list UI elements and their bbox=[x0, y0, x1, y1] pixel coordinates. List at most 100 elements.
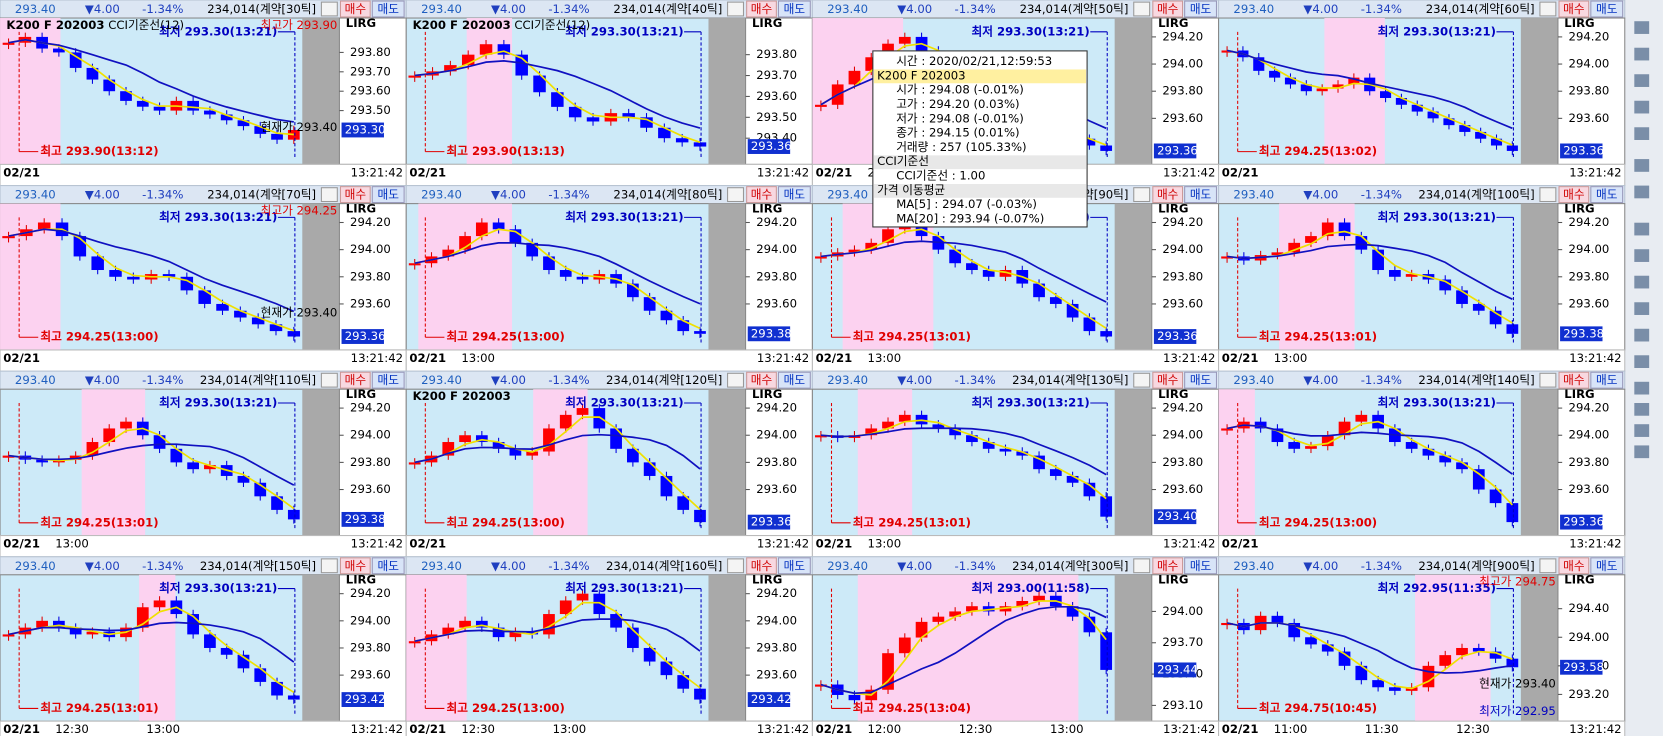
candle bbox=[1049, 297, 1062, 304]
sell-label: 매도 bbox=[784, 559, 806, 573]
time-axis bbox=[405, 535, 813, 558]
buy-button[interactable] bbox=[339, 557, 371, 575]
legend-label: K200 F 202003 bbox=[6, 18, 104, 32]
candle bbox=[1405, 274, 1418, 277]
settings-button[interactable] bbox=[320, 187, 338, 203]
chart-panel: 293.40 ▼4.00 -1.34% 234,014(계약[110틱] 매수 매도LIR… bbox=[0, 370, 407, 558]
sell-button[interactable] bbox=[1590, 557, 1624, 575]
buy-button[interactable] bbox=[746, 557, 777, 575]
candle bbox=[2, 634, 15, 637]
buy-button[interactable] bbox=[746, 186, 777, 204]
buy-button[interactable] bbox=[339, 371, 371, 389]
candle bbox=[815, 104, 827, 107]
buy-button[interactable] bbox=[746, 371, 777, 389]
settings-button[interactable] bbox=[320, 558, 338, 574]
settings-button[interactable] bbox=[1133, 558, 1151, 574]
sell-button[interactable] bbox=[1184, 557, 1217, 575]
candle bbox=[949, 428, 962, 436]
sell-button[interactable] bbox=[1590, 371, 1624, 389]
y-tick-label: 293.60 bbox=[1569, 111, 1610, 125]
buy-button[interactable] bbox=[1558, 0, 1590, 18]
tool-icon[interactable] bbox=[1634, 402, 1650, 416]
settings-button[interactable] bbox=[1133, 187, 1151, 203]
settings-button[interactable] bbox=[1539, 187, 1557, 203]
sell-button[interactable] bbox=[777, 557, 811, 575]
settings-button[interactable] bbox=[320, 372, 338, 388]
tool-icon[interactable] bbox=[1634, 159, 1650, 172]
buy-button[interactable] bbox=[1558, 557, 1590, 575]
settings-button[interactable] bbox=[1133, 372, 1151, 388]
buy-button[interactable] bbox=[1152, 557, 1184, 575]
buy-button[interactable] bbox=[339, 0, 371, 18]
candle bbox=[1066, 606, 1079, 617]
candle bbox=[1288, 242, 1301, 253]
change: ▼4.00 bbox=[491, 188, 526, 202]
tool-icon[interactable] bbox=[1634, 424, 1650, 437]
sell-button[interactable] bbox=[1590, 0, 1624, 18]
sell-button[interactable] bbox=[1590, 186, 1624, 204]
sell-button[interactable] bbox=[777, 371, 811, 389]
chart-panel: 293.40 ▼4.00 -1.34% 234,014(계약[150틱] 매수 매도LIR… bbox=[0, 556, 407, 736]
tool-icon[interactable] bbox=[1634, 222, 1650, 236]
axis-mode: LIRG bbox=[1158, 387, 1188, 401]
sell-button[interactable] bbox=[1184, 186, 1217, 204]
buy-button[interactable] bbox=[1152, 371, 1184, 389]
tool-icon[interactable] bbox=[1634, 74, 1650, 87]
buy-button[interactable] bbox=[1152, 186, 1184, 204]
tool-icon[interactable] bbox=[1634, 249, 1650, 262]
candle bbox=[237, 120, 250, 127]
tool-icon[interactable] bbox=[1634, 127, 1650, 140]
low-annotation: 최저 292.95(11:35) bbox=[1378, 581, 1496, 595]
session-band bbox=[81, 389, 146, 536]
future-band bbox=[708, 18, 746, 165]
tool-icon[interactable] bbox=[1634, 328, 1650, 342]
sell-button[interactable] bbox=[371, 371, 405, 389]
tool-icon[interactable] bbox=[1634, 21, 1650, 34]
chart-panel: 293.40 ▼4.00 -1.34% 234,014(계약[130틱] 매수 매도LIR… bbox=[811, 370, 1220, 558]
candle bbox=[586, 117, 600, 122]
settings-button[interactable] bbox=[727, 187, 745, 203]
date-label: 02/21 bbox=[409, 537, 446, 551]
tool-icon[interactable] bbox=[1634, 445, 1650, 459]
change-pct: -1.34% bbox=[955, 559, 996, 573]
tool-icon[interactable] bbox=[1634, 100, 1650, 114]
legend-label: K200 F 202003 bbox=[413, 18, 511, 32]
buy-button[interactable] bbox=[1152, 0, 1184, 18]
settings-button[interactable] bbox=[727, 1, 745, 17]
sell-button[interactable] bbox=[371, 557, 405, 575]
settings-button[interactable] bbox=[1539, 372, 1557, 388]
buy-button[interactable] bbox=[746, 0, 777, 18]
settings-button[interactable] bbox=[727, 372, 745, 388]
settings-button[interactable] bbox=[1539, 558, 1557, 574]
settings-button[interactable] bbox=[727, 558, 745, 574]
settings-button[interactable] bbox=[1133, 1, 1151, 17]
settings-button[interactable] bbox=[1539, 1, 1557, 17]
settings-button[interactable] bbox=[320, 1, 338, 17]
sell-button[interactable] bbox=[777, 0, 811, 18]
date-label: 02/21 bbox=[409, 722, 446, 736]
candle bbox=[1254, 421, 1267, 429]
clock: 13:21:42 bbox=[1163, 537, 1215, 551]
price-box-label: 293.36 bbox=[751, 515, 792, 529]
candle bbox=[576, 408, 589, 415]
tool-icon[interactable] bbox=[1634, 47, 1650, 61]
tool-icon[interactable] bbox=[1634, 381, 1650, 395]
candle bbox=[1475, 131, 1487, 139]
sell-button[interactable] bbox=[371, 186, 405, 204]
tool-icon[interactable] bbox=[1634, 355, 1650, 368]
buy-label: 매수 bbox=[345, 2, 367, 16]
session-band bbox=[406, 574, 467, 722]
date-label: 02/21 bbox=[1222, 165, 1259, 179]
sell-button[interactable] bbox=[777, 186, 811, 204]
tool-icon[interactable] bbox=[1634, 275, 1650, 289]
tool-icon[interactable] bbox=[1634, 302, 1650, 315]
sell-button[interactable] bbox=[1184, 371, 1217, 389]
buy-button[interactable] bbox=[1558, 186, 1590, 204]
buy-button[interactable] bbox=[1558, 371, 1590, 389]
buy-button[interactable] bbox=[339, 186, 371, 204]
tooltip-row: 시가 : 294.08 (-0.01%) bbox=[896, 83, 1024, 97]
sell-button[interactable] bbox=[371, 0, 405, 18]
tool-icon[interactable] bbox=[1634, 185, 1650, 199]
sell-label: 매도 bbox=[784, 2, 806, 16]
sell-button[interactable] bbox=[1184, 0, 1217, 18]
